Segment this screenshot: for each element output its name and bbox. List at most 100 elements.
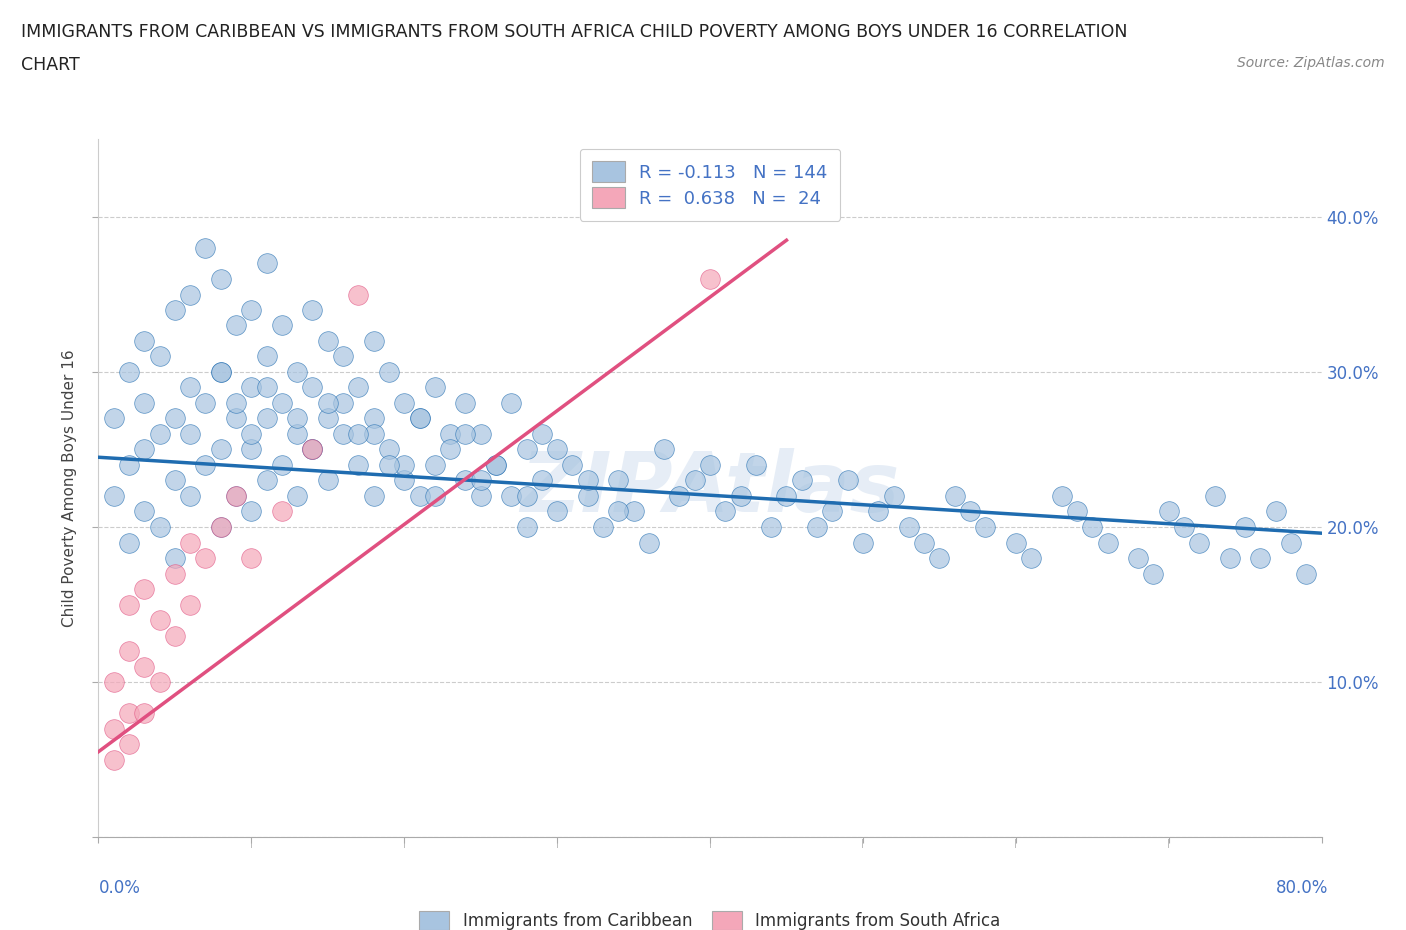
Point (576, 488, 599, 503)
Point (897, 520, 920, 535)
Point (301, 442, 323, 457)
Point (149, 427, 172, 442)
Point (592, 520, 614, 535)
Text: |: | (862, 839, 865, 848)
Point (103, 674, 125, 689)
Point (256, 349, 278, 364)
Point (1295, 566, 1317, 581)
Point (163, 628, 186, 643)
Point (332, 427, 354, 442)
Point (363, 411, 385, 426)
Point (423, 458, 446, 472)
Point (163, 473, 186, 488)
Point (1066, 504, 1088, 519)
Point (1004, 535, 1026, 550)
Point (134, 581, 156, 596)
Point (759, 520, 782, 535)
Point (501, 488, 523, 503)
Point (683, 473, 706, 488)
Point (439, 427, 461, 442)
Point (668, 488, 690, 503)
Point (974, 520, 997, 535)
Point (347, 287, 370, 302)
Point (1173, 520, 1195, 535)
Point (943, 488, 966, 503)
Point (714, 504, 737, 519)
Point (285, 427, 308, 442)
Point (408, 488, 430, 503)
Point (179, 597, 201, 612)
Point (163, 551, 186, 565)
Point (179, 488, 201, 503)
Point (256, 380, 278, 395)
Point (163, 302, 186, 317)
Point (607, 504, 630, 519)
Point (179, 380, 201, 395)
Point (118, 706, 141, 721)
Point (209, 365, 232, 379)
Point (516, 488, 538, 503)
Point (301, 302, 323, 317)
Point (363, 334, 385, 349)
Point (1188, 535, 1211, 550)
Point (408, 411, 430, 426)
Point (1128, 551, 1150, 565)
Point (179, 287, 201, 302)
Point (852, 535, 875, 550)
Point (270, 395, 292, 410)
Point (1219, 551, 1241, 565)
Point (270, 458, 292, 472)
Point (209, 442, 232, 457)
Point (270, 318, 292, 333)
Text: CHART: CHART (21, 56, 80, 73)
Point (912, 535, 935, 550)
Point (134, 706, 156, 721)
Point (316, 334, 339, 349)
Point (194, 395, 217, 410)
Point (790, 473, 813, 488)
Point (1142, 566, 1164, 581)
Point (392, 473, 416, 488)
Point (470, 473, 492, 488)
Point (240, 551, 263, 565)
Point (378, 365, 401, 379)
Point (546, 442, 568, 457)
Legend: Immigrants from Caribbean, Immigrants from South Africa: Immigrants from Caribbean, Immigrants fr… (409, 901, 1011, 930)
Point (959, 504, 981, 519)
Point (546, 504, 568, 519)
Point (316, 411, 339, 426)
Point (240, 442, 263, 457)
Point (149, 674, 172, 689)
Point (516, 520, 538, 535)
Point (1264, 504, 1286, 519)
Point (423, 380, 446, 395)
Point (623, 504, 645, 519)
Text: |: | (555, 839, 558, 848)
Text: |: | (1014, 839, 1018, 848)
Point (378, 458, 401, 472)
Point (485, 458, 508, 472)
Point (837, 473, 859, 488)
Point (118, 597, 141, 612)
Point (392, 395, 416, 410)
Point (883, 488, 905, 503)
Text: |: | (1167, 839, 1170, 848)
Point (194, 458, 217, 472)
Point (530, 427, 553, 442)
Point (225, 488, 247, 503)
Point (1019, 551, 1042, 565)
Point (118, 365, 141, 379)
Point (439, 442, 461, 457)
Point (285, 488, 308, 503)
Point (285, 365, 308, 379)
Point (118, 458, 141, 472)
Point (1249, 551, 1271, 565)
Point (454, 395, 477, 410)
Text: 0.0%: 0.0% (98, 879, 141, 897)
Point (256, 256, 278, 271)
Point (209, 272, 232, 286)
Point (699, 272, 721, 286)
Text: |: | (709, 839, 711, 848)
Point (347, 458, 370, 472)
Point (454, 473, 477, 488)
